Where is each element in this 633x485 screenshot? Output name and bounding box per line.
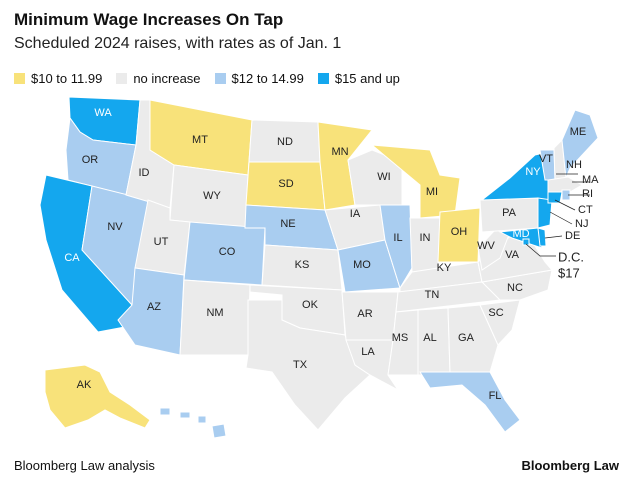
label-de: DE [565, 230, 580, 242]
map-subtitle: Scheduled 2024 raises, with rates as of … [14, 35, 342, 52]
state-az [117, 267, 185, 356]
label-ks: KS [295, 259, 310, 271]
state-ak [44, 364, 151, 429]
label-nh: NH [566, 159, 582, 171]
label-mo: MO [353, 259, 371, 271]
label-nc: NC [507, 282, 523, 294]
leader-nj [549, 211, 573, 225]
label-ma: MA [582, 174, 599, 186]
legend-swatch-blue [317, 73, 329, 84]
label-ca: CA [64, 252, 80, 264]
label-al: AL [423, 332, 436, 344]
state-mi [370, 144, 461, 219]
legend-swatch-yellow [14, 73, 25, 84]
label-nv: NV [107, 221, 123, 233]
label-ky: KY [437, 262, 452, 274]
label-la: LA [361, 346, 375, 358]
label-wv: WV [477, 240, 495, 252]
label-nj: NJ [575, 218, 588, 230]
legend-item-gray: no increase [116, 71, 201, 86]
state-ms [387, 309, 419, 376]
state-ri [561, 189, 571, 201]
label-ne: NE [280, 218, 295, 230]
state-ma [547, 176, 583, 193]
label-md: MD [512, 228, 529, 240]
legend-label-lightblue: $12 to 14.99 [231, 71, 304, 86]
label-ri: RI [582, 188, 593, 200]
label-nm: NM [206, 307, 223, 319]
label-wy: WY [203, 190, 221, 202]
state-de [537, 227, 547, 247]
legend-label-blue: $15 and up [334, 71, 400, 86]
label-pa: PA [502, 207, 517, 219]
legend-label-yellow: $10 to 11.99 [31, 71, 103, 86]
legend-swatch-gray [116, 73, 128, 84]
state-fl [419, 371, 521, 433]
legend-item-lightblue: $12 to 14.99 [214, 71, 304, 86]
state-hi [159, 407, 227, 439]
label-dc: D.C. [558, 249, 584, 264]
label-mi: MI [426, 186, 438, 198]
label-or: OR [82, 154, 99, 166]
label-ok: OK [302, 299, 319, 311]
label-fl: FL [489, 390, 502, 402]
state-dc [522, 238, 530, 246]
label-wi: WI [377, 171, 390, 183]
label-dc-rate: $17 [558, 265, 580, 280]
state-il [379, 204, 413, 290]
label-me: ME [570, 126, 587, 138]
label-in: IN [420, 232, 431, 244]
label-ga: GA [458, 332, 475, 344]
label-ak: AK [77, 379, 92, 391]
state-md [498, 227, 543, 249]
label-ar: AR [357, 308, 372, 320]
state-wv [477, 229, 511, 271]
label-tx: TX [293, 359, 308, 371]
state-nj [537, 197, 553, 229]
label-ny: NY [525, 166, 541, 178]
leader-dc [525, 243, 556, 257]
label-ia: IA [350, 208, 361, 220]
legend-label-gray: no increase [133, 71, 201, 86]
label-ut: UT [154, 236, 169, 248]
label-oh: OH [451, 226, 468, 238]
label-az: AZ [147, 301, 161, 313]
state-tx [245, 299, 371, 431]
label-tn: TN [425, 289, 440, 301]
map-title: Minimum Wage Increases On Tap [14, 10, 284, 29]
legend-swatch-lightblue [214, 73, 226, 84]
state-ga [447, 304, 499, 373]
state-ct [547, 191, 563, 204]
label-ms: MS [392, 332, 409, 344]
label-sc: SC [488, 307, 503, 319]
label-nd: ND [277, 136, 293, 148]
label-vt: VT [539, 153, 553, 165]
label-mt: MT [192, 134, 208, 146]
legend: $10 to 11.99 no increase $12 to 14.99 $1… [14, 71, 414, 86]
legend-item-yellow: $10 to 11.99 [14, 71, 102, 86]
label-co: CO [219, 246, 236, 258]
leader-ct [554, 199, 576, 211]
label-id: ID [139, 167, 150, 179]
state-sc [479, 299, 521, 346]
label-sd: SD [278, 178, 293, 190]
label-il: IL [393, 232, 402, 244]
brand-logo: Bloomberg Law [521, 458, 619, 473]
leader-de [544, 235, 563, 239]
label-wa: WA [94, 107, 112, 119]
legend-item-blue: $15 and up [317, 71, 400, 86]
source-note: Bloomberg Law analysis [14, 458, 155, 473]
label-ct: CT [578, 204, 593, 216]
state-in [409, 217, 441, 273]
label-va: VA [505, 249, 520, 261]
label-mn: MN [331, 146, 348, 158]
